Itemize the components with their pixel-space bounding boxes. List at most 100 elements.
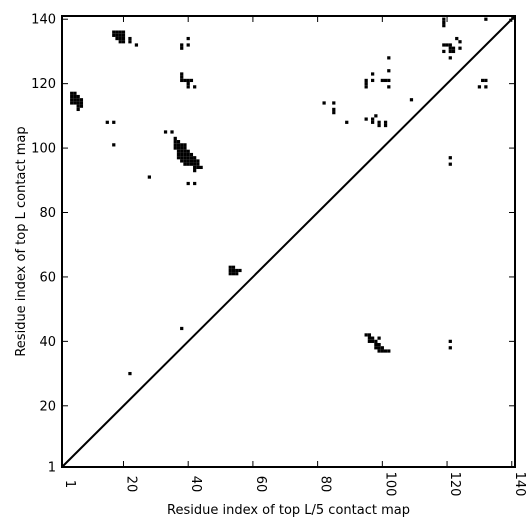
contact-point (458, 46, 462, 50)
contact-point (448, 43, 452, 47)
contact-point (118, 33, 122, 37)
contact-point (332, 107, 336, 112)
contact-point (458, 40, 462, 44)
contact-point (183, 143, 187, 147)
contact-point (176, 149, 181, 153)
contact-point (332, 101, 336, 105)
x-tick-label: 40 (188, 476, 203, 493)
contact-point (121, 30, 126, 34)
contact-point (231, 265, 236, 269)
contact-point (387, 85, 391, 89)
contact-point (180, 78, 184, 83)
y-tick-label: 120 (31, 77, 56, 92)
y-tick-label: 100 (31, 142, 56, 157)
contact-point (367, 333, 372, 337)
contact-point (380, 78, 384, 83)
contact-point (377, 349, 381, 353)
contact-point (79, 98, 84, 102)
diagonal-line (61, 15, 516, 468)
contact-point (193, 159, 197, 163)
contact-point (170, 130, 174, 134)
contact-point (121, 36, 126, 41)
contact-point (180, 46, 184, 50)
y-tick-label: 20 (39, 399, 56, 414)
contact-point (455, 36, 459, 41)
contact-point (445, 43, 449, 47)
contact-point (176, 140, 181, 144)
contact-point (380, 346, 384, 350)
x-tick-label: 120 (447, 472, 462, 497)
contact-point (371, 336, 375, 340)
contact-point (186, 78, 190, 83)
contact-point (442, 17, 446, 21)
contact-point (189, 162, 194, 166)
contact-point (374, 114, 378, 118)
contact-point (448, 346, 452, 350)
contact-point (118, 40, 122, 44)
x-axis-title: Residue index of top L/5 contact map (167, 503, 410, 518)
contact-point (180, 156, 184, 160)
contact-point (193, 165, 197, 170)
contact-point (176, 143, 181, 147)
contact-point (442, 24, 446, 28)
contact-point (128, 371, 132, 376)
contact-point (189, 78, 194, 83)
contact-point (387, 56, 391, 60)
x-tick-label: 80 (318, 476, 333, 493)
contact-point (189, 159, 194, 163)
contact-point (173, 140, 177, 144)
contact-point (371, 117, 375, 121)
contact-point (238, 268, 242, 273)
contact-point (73, 94, 77, 99)
contact-point (183, 149, 187, 153)
contact-point (118, 36, 122, 41)
contact-point (387, 349, 391, 353)
contact-point (76, 107, 80, 112)
contact-point (193, 162, 197, 166)
contact-point (183, 159, 187, 163)
contact-point (128, 36, 132, 41)
contact-point (383, 349, 388, 353)
contact-point (367, 336, 372, 340)
contact-point (180, 159, 184, 163)
contact-point (180, 75, 184, 79)
contact-point (448, 162, 452, 166)
contact-point (186, 159, 190, 163)
contact-point (186, 43, 190, 47)
contact-point (387, 69, 391, 73)
contact-point (196, 159, 200, 163)
contact-point (364, 117, 368, 121)
contact-point (364, 82, 368, 86)
contact-point (409, 98, 414, 102)
contact-point (374, 346, 378, 350)
contact-point (377, 336, 381, 340)
x-tick-label: 100 (382, 472, 397, 497)
contact-point (448, 339, 452, 343)
contact-point (79, 104, 84, 108)
contact-point (180, 146, 184, 150)
contact-point (180, 152, 184, 157)
contact-point (235, 268, 239, 273)
contact-point (377, 346, 381, 350)
contact-point (371, 120, 375, 124)
contact-point (451, 49, 456, 54)
y-tick-label: 1 (48, 461, 56, 476)
y-tick-label: 80 (39, 206, 56, 221)
contact-point (118, 30, 122, 34)
contact-point (193, 181, 197, 186)
contact-point (371, 339, 375, 343)
plot-frame (61, 15, 516, 468)
contact-point (115, 30, 119, 34)
contact-point (193, 169, 197, 173)
contact-point (147, 175, 151, 179)
y-tick-label: 40 (39, 335, 56, 350)
contact-point (183, 78, 187, 83)
x-tick-label: 1 (62, 480, 77, 488)
contact-point (186, 162, 190, 166)
contact-point (176, 152, 181, 157)
contact-point (235, 272, 239, 276)
contact-point (377, 120, 381, 124)
contact-point (76, 104, 80, 108)
